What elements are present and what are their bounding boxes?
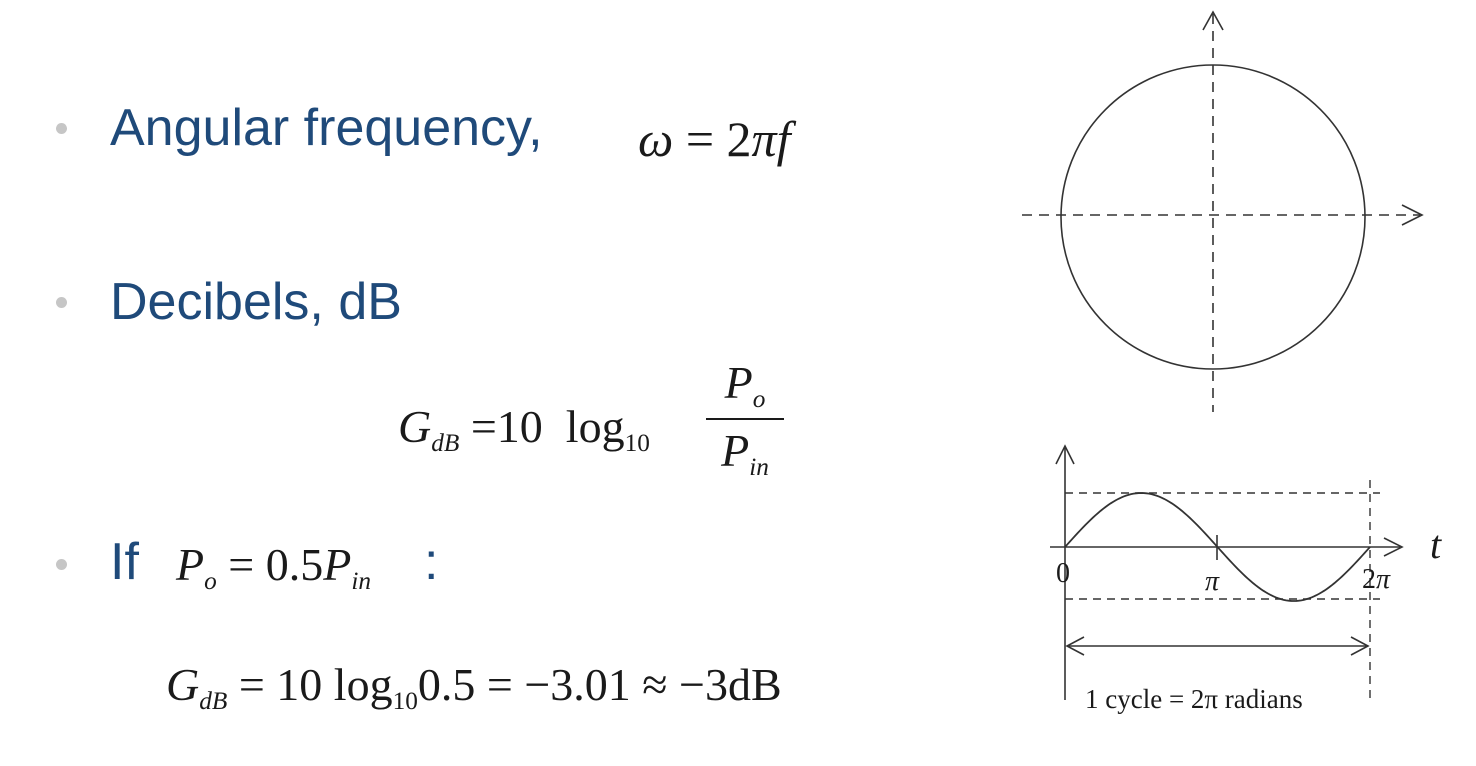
bullet-if: If [110,532,139,592]
if-formula: Po = 0.5Pin [176,539,372,595]
vertical-arrow-icon [1202,10,1224,31]
bullet-decibels: Decibels, dB [110,272,402,332]
if-label: If [110,533,139,591]
bullet-dot [56,123,67,134]
sine-curve [1064,492,1371,602]
cycle-arrow-right-icon [1350,636,1370,656]
sine-wave-diagram: 0 π 2π t 1 cycle = 2π radians [1050,444,1442,714]
cycle-caption: 1 cycle = 2π radians [1085,684,1303,714]
unit-circle-diagram [1022,10,1424,412]
label-t: t [1430,522,1442,567]
db-fraction: Po Pin [706,356,784,482]
cycle-arrow-left-icon [1065,636,1085,656]
angular-formula: ω = 2πf [638,111,791,167]
db-formula-lhs: GdB =10 log10 [398,401,650,457]
label-2pi: 2π [1362,564,1391,595]
decibels-label: Decibels, dB [110,273,402,331]
result-formula: GdB = 10 log100.5 = −3.01 ≈ −3dB [166,659,782,715]
fraction-bar [706,417,784,420]
angular-label: Angular frequency, [110,99,543,157]
bullet-dot [56,559,67,570]
label-pi: π [1205,566,1220,597]
horizontal-arrow-icon [1401,204,1424,226]
if-colon: : [424,533,439,591]
wave-y-arrow-icon [1055,444,1075,465]
label-zero: 0 [1056,558,1070,589]
bullet-dot [56,297,67,308]
wave-x-arrow-icon [1383,537,1404,557]
bullet-angular-frequency: Angular frequency, [110,98,543,158]
